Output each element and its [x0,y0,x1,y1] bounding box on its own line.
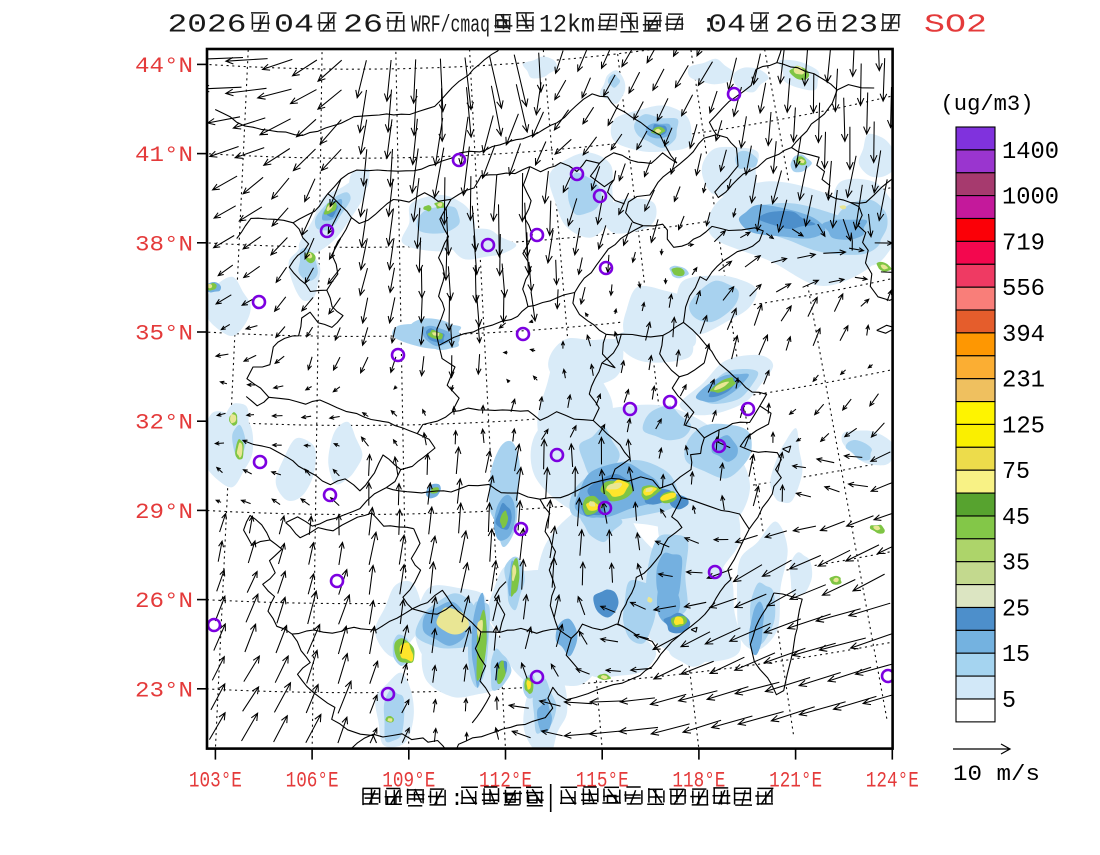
svg-text:125: 125 [1002,413,1045,440]
svg-text:35: 35 [1002,551,1030,578]
svg-text:SO2: SO2 [924,10,987,40]
svg-text:121°E: 121°E [769,769,822,794]
svg-text:10 m/s: 10 m/s [953,762,1040,787]
svg-text:04: 04 [708,10,746,40]
svg-text::: : [450,787,463,812]
svg-text:26: 26 [343,10,383,40]
svg-text:15: 15 [1002,642,1030,669]
svg-text:45: 45 [1002,505,1030,532]
svg-text:04: 04 [274,10,314,40]
svg-text:112°E: 112°E [479,769,532,794]
svg-text:35°N: 35°N [135,322,193,347]
svg-text:124°E: 124°E [866,769,919,794]
svg-text:23: 23 [840,10,878,40]
svg-text:(ug/m3): (ug/m3) [941,92,1034,117]
svg-text:106°E: 106°E [286,769,339,794]
svg-text:38°N: 38°N [135,232,193,257]
svg-text:12km: 12km [539,11,595,40]
svg-text:WRF/cmaq: WRF/cmaq [411,13,490,40]
svg-text:23°N: 23°N [135,678,193,703]
svg-text:44°N: 44°N [135,54,193,79]
svg-text:2026: 2026 [168,10,247,40]
svg-text::: : [701,10,717,40]
svg-text:26: 26 [775,10,813,40]
svg-text:1000: 1000 [1002,185,1059,212]
svg-text:394: 394 [1002,322,1045,349]
svg-text:29°N: 29°N [135,500,193,525]
svg-text:25: 25 [1002,596,1030,623]
svg-text:103°E: 103°E [189,769,242,794]
svg-text:231: 231 [1002,368,1045,395]
svg-text:556: 556 [1002,276,1045,303]
svg-text:115°E: 115°E [576,769,629,794]
svg-text:32°N: 32°N [135,411,193,436]
svg-text:5: 5 [1002,688,1016,715]
svg-text:719: 719 [1002,230,1045,257]
svg-text:26°N: 26°N [135,589,193,614]
svg-text:1400: 1400 [1002,139,1059,166]
svg-text:75: 75 [1002,459,1030,486]
svg-text:41°N: 41°N [135,143,193,168]
